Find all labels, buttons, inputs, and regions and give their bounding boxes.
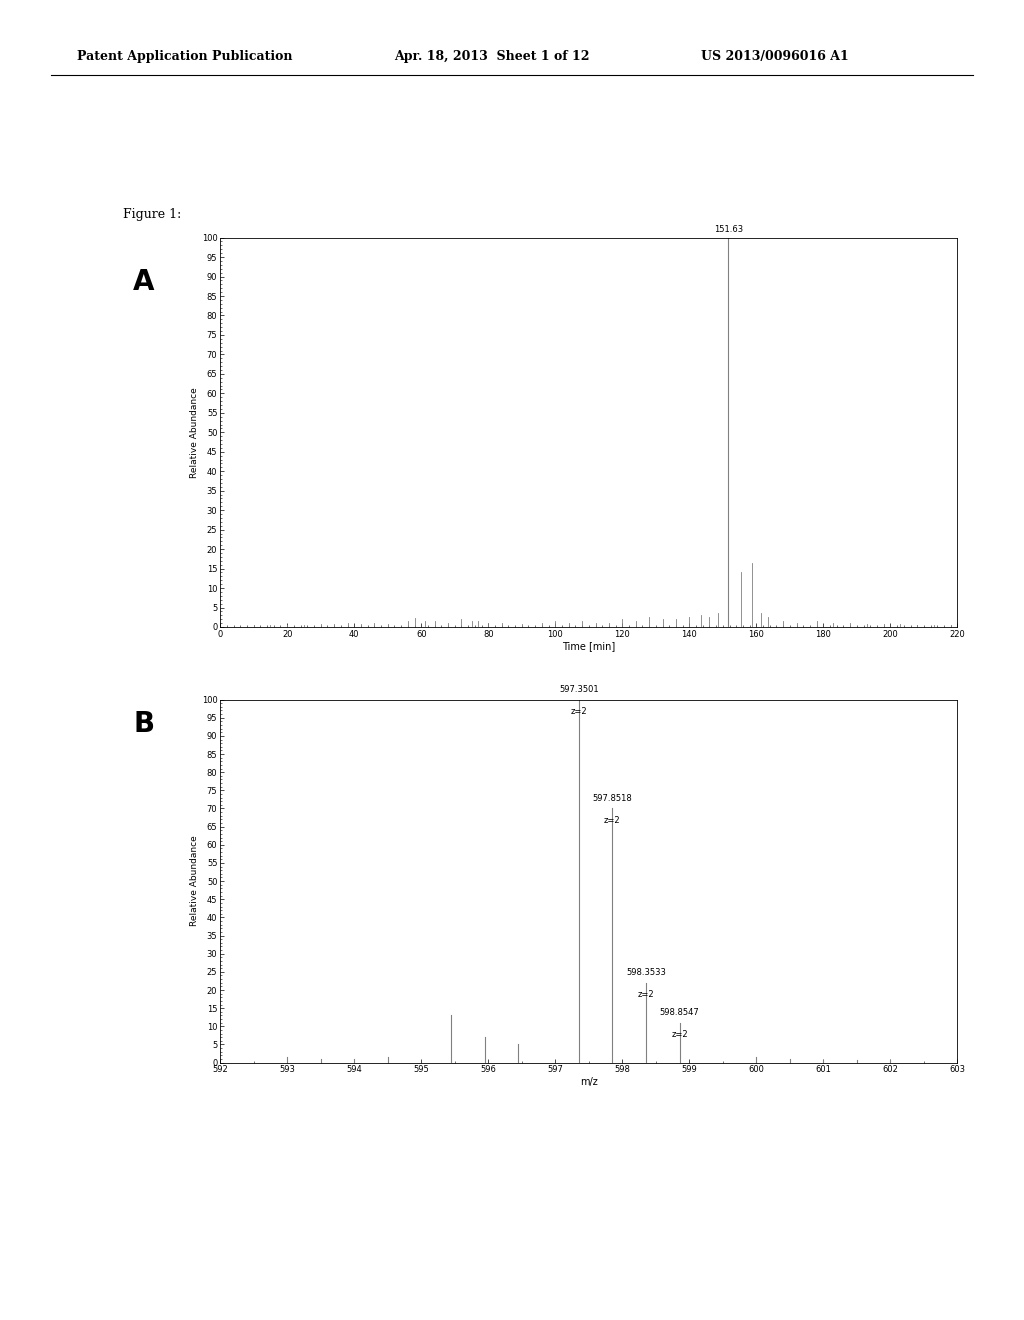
Text: z=2: z=2 — [638, 990, 654, 999]
Y-axis label: Relative Abundance: Relative Abundance — [189, 836, 199, 927]
Text: US 2013/0096016 A1: US 2013/0096016 A1 — [701, 50, 849, 63]
Text: z=2: z=2 — [604, 816, 621, 825]
Text: A: A — [133, 268, 155, 296]
Text: 597.8518: 597.8518 — [593, 795, 632, 803]
Text: z=2: z=2 — [570, 708, 587, 715]
Text: 598.8547: 598.8547 — [659, 1008, 699, 1018]
Text: 597.3501: 597.3501 — [559, 685, 599, 694]
Text: Figure 1:: Figure 1: — [123, 207, 181, 220]
Y-axis label: Relative Abundance: Relative Abundance — [189, 387, 199, 478]
Text: Patent Application Publication: Patent Application Publication — [77, 50, 292, 63]
Text: 598.3533: 598.3533 — [626, 969, 666, 977]
Text: Apr. 18, 2013  Sheet 1 of 12: Apr. 18, 2013 Sheet 1 of 12 — [394, 50, 590, 63]
Text: B: B — [133, 710, 155, 738]
X-axis label: Time [min]: Time [min] — [562, 642, 615, 652]
X-axis label: m/z: m/z — [580, 1077, 598, 1088]
Text: 151.63: 151.63 — [714, 224, 742, 234]
Text: z=2: z=2 — [672, 1030, 688, 1039]
